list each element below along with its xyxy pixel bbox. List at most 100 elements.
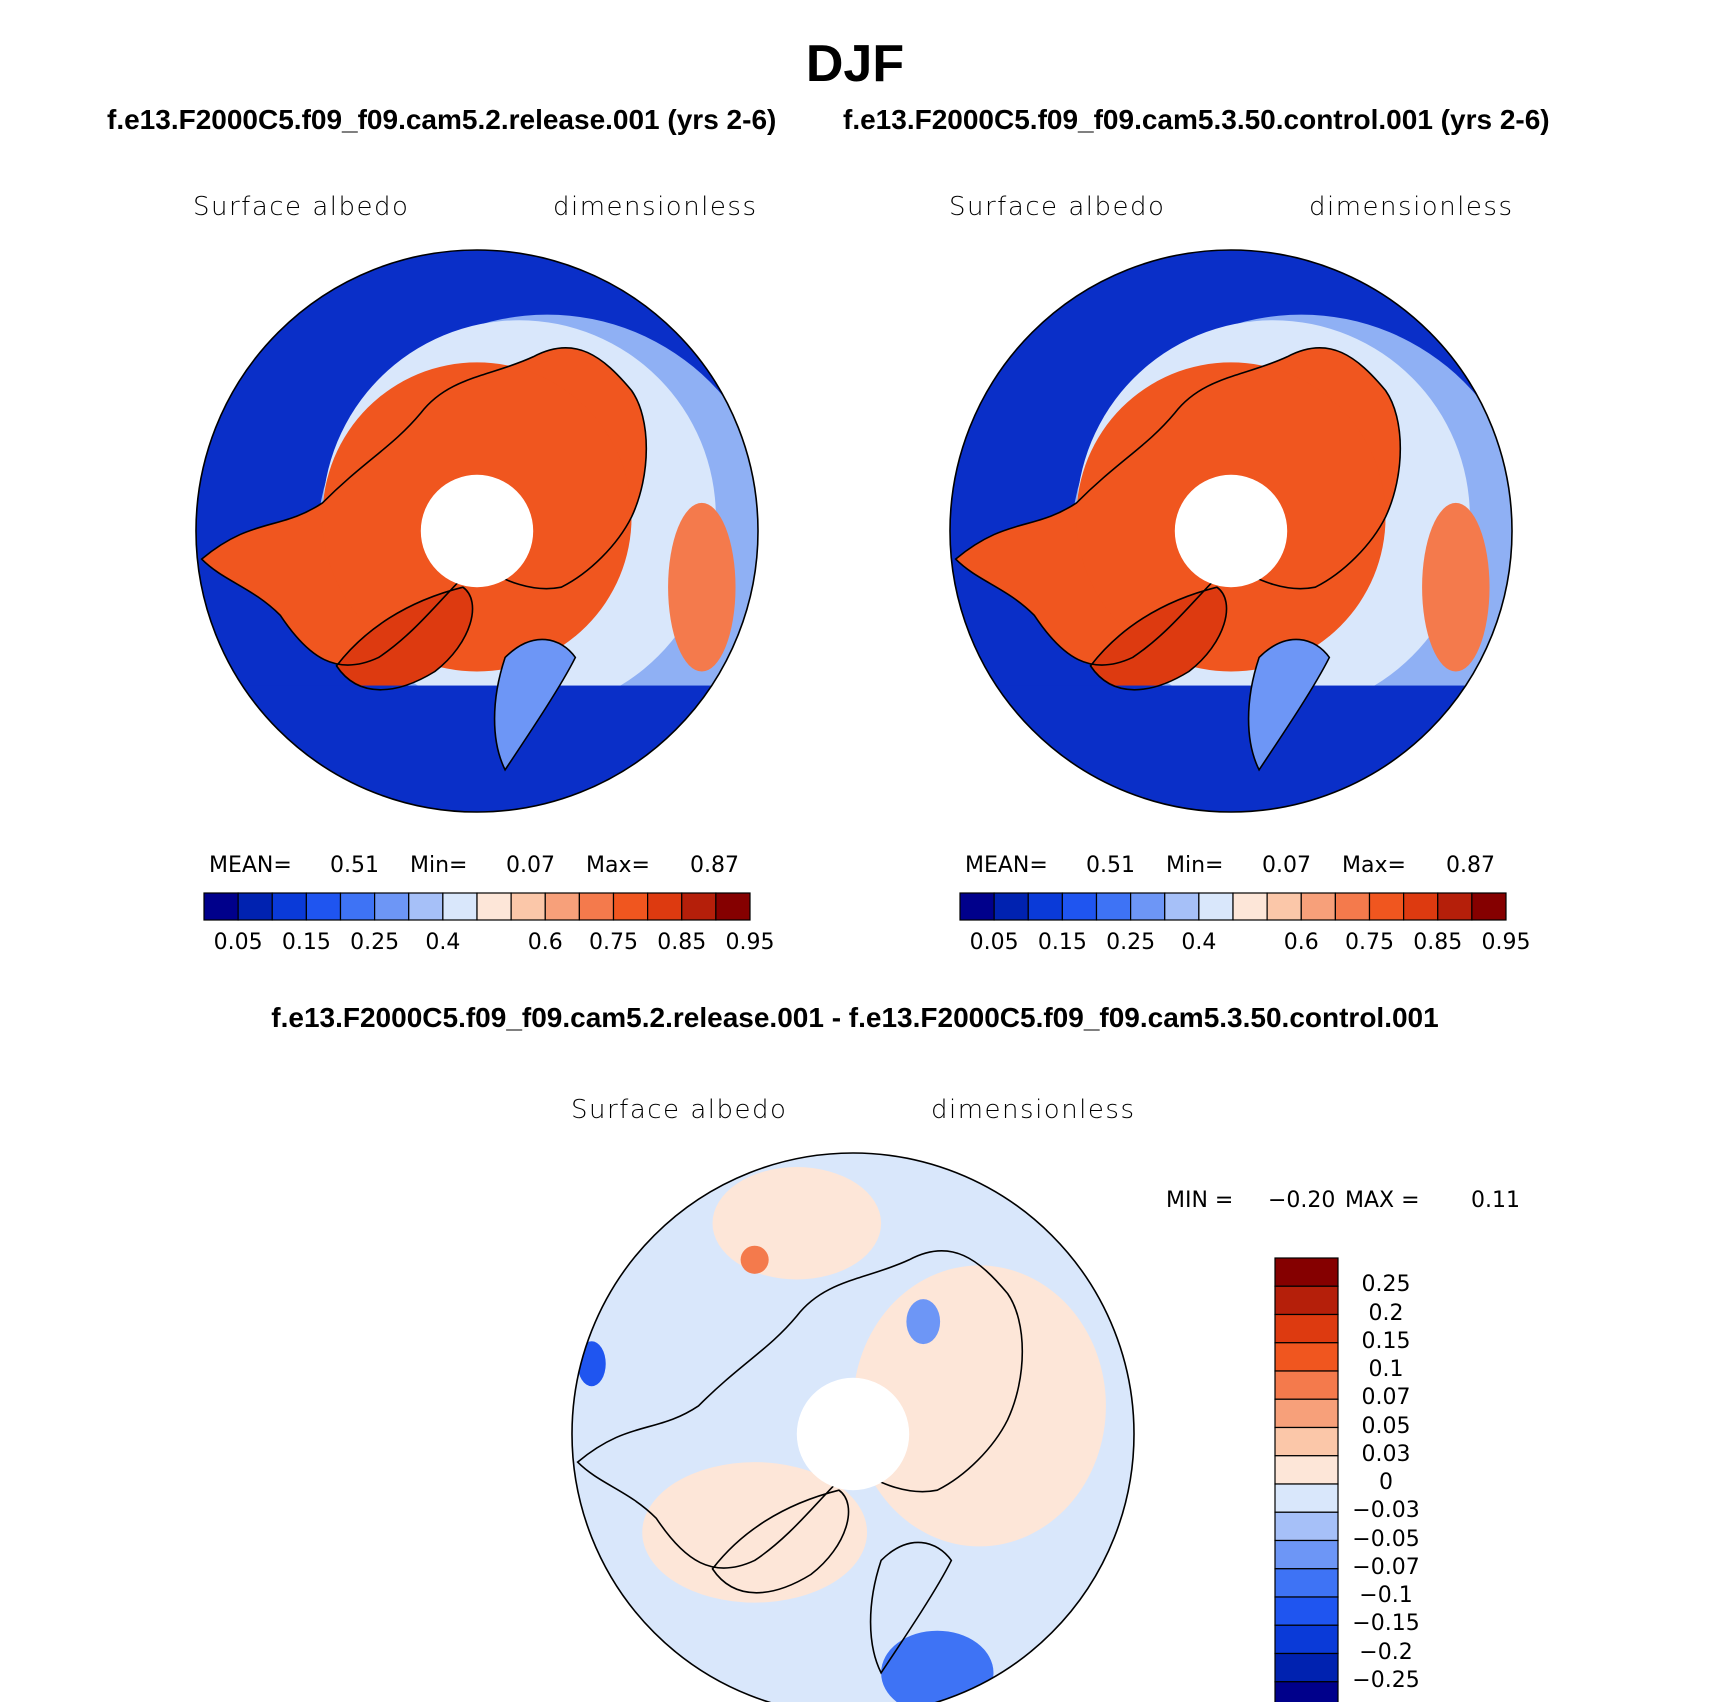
colorbar-tick-label: 0.85 [657,930,707,955]
diff-colorbar-box [1274,1681,1339,1702]
colorbar-tick-label: −0.15 [1352,1611,1420,1637]
panel1-colorbar-box [374,892,410,921]
panel1-colorbar-box [305,892,342,921]
colorbar-tick-label: 0.15 [281,930,331,955]
figure-title: DJF [805,35,905,93]
panel2-variable-label: Surface albedo [949,192,1166,222]
panel1-pole-mask [420,474,534,588]
panel1-colorbar-box [544,892,580,921]
panel2-colorbar-box [1130,892,1166,921]
panel1-colorbar-box [612,892,649,921]
diff-negative-spot-2 [577,1341,606,1387]
diff-min-value: −0.20 [1268,1188,1336,1213]
diff-colorbar-box [1274,1539,1339,1570]
panel1-max-label: Max= [586,853,650,878]
panel1-units-label: dimensionless [553,192,758,222]
panel2-units-label: dimensionless [1309,192,1514,222]
panel2-colorbar-box [1403,892,1439,921]
colorbar-tick-label: 0.05 [969,930,1019,955]
colorbar-tick-label: 0.85 [1413,930,1463,955]
panel1-colorbar-box [715,892,751,921]
panel1-colorbar-box [203,892,239,921]
panel2-colorbar-box [1232,892,1268,921]
colorbar-tick-label: 0.75 [589,930,638,955]
diff-colorbar-box [1274,1596,1339,1626]
colorbar-tick-label: −0.05 [1352,1526,1420,1552]
diff-positive-region-3 [712,1167,882,1280]
diff-colorbar-box [1274,1652,1339,1683]
panel2-mean-value: 0.51 [1086,853,1135,878]
diff-units-label: dimensionless [931,1095,1136,1125]
panel1-variable-label: Surface albedo [193,192,410,222]
colorbar-tick-label: 0.05 [1361,1413,1411,1439]
colorbar-tick-label: −0.03 [1352,1498,1420,1524]
panel1-min-label: Min= [410,853,468,878]
panel1-colorbar-box [339,892,376,921]
colorbar-tick-label: −0.2 [1359,1639,1413,1665]
diff-max-label: MAX = [1345,1188,1420,1213]
panel2-colorbar-box [1266,892,1302,921]
panel1-mean-label: MEAN= [209,853,292,878]
diff-positive-region-2 [642,1462,868,1603]
diff-colorbar-box [1274,1257,1339,1287]
colorbar-tick-label: 0.95 [1481,930,1531,955]
diff-variable-label: Surface albedo [571,1095,788,1125]
panel2-colorbar-box [1437,892,1473,921]
diff-colorbar-box [1274,1398,1339,1429]
panel2-max-label: Max= [1342,853,1406,878]
panel2-coastline [954,347,1402,666]
panel1-europe-coast [493,638,577,772]
panel1-colorbar-box [681,892,717,921]
panel1-min-value: 0.07 [506,853,555,878]
colorbar-tick-label: 0.75 [1345,930,1394,955]
colorbar-tick-label: 0.6 [527,930,563,955]
panel2-colorbar-box [959,892,995,921]
diff-min-label: MIN = [1166,1188,1234,1213]
panel2-colorbar-box [1164,892,1200,921]
colorbar-tick-label: 0.4 [1181,930,1217,955]
colorbar-tick-label: 0.25 [350,930,400,955]
panel1-max-value: 0.87 [690,853,739,878]
panel1-mean-value: 0.51 [330,853,379,878]
panel2-greenland [1090,587,1227,690]
diff-colorbar-box [1274,1342,1339,1372]
panel1-colorbar-box [271,892,307,921]
panel2-colorbar-box [1095,892,1132,921]
panel2-max-value: 0.87 [1446,853,1495,878]
panel2-europe-coast [1247,638,1331,772]
panel1-colorbar-box [647,892,683,921]
colorbar-tick-label: 0.4 [425,930,461,955]
panel2-colorbar-box [1061,892,1098,921]
panel1-siberia-snow [668,502,736,672]
panel2-siberia-snow [1422,502,1490,672]
colorbar-tick-label: −0.1 [1359,1583,1413,1608]
panel2-colorbar-box [1027,892,1063,921]
diff-colorbar-box [1274,1568,1339,1598]
colorbar-tick-label: 0.03 [1361,1441,1411,1467]
panel1-greenland-coast [335,586,474,691]
panel1-colorbar-box [408,892,444,921]
colorbar-tick-label: 0.1 [1368,1357,1404,1382]
panel1-coastline [200,347,648,666]
diff-colorbar-box [1274,1624,1339,1655]
diff-coastline [576,1250,1024,1569]
panel2-colorbar-box [1471,892,1507,921]
panel2-colorbar-box [1368,892,1405,921]
panel1-map-border [195,249,759,813]
diff-colorbar-box [1274,1370,1339,1400]
colorbar-tick-label: 0.07 [1361,1385,1411,1411]
panel2-colorbar-box [993,892,1029,921]
panel2-colorbar-box [1334,892,1371,921]
panel2-mean-label: MEAN= [965,853,1048,878]
colorbar-tick-label: −0.07 [1352,1554,1420,1580]
panel1-colorbar-box [476,892,512,921]
case-title-left: f.e13.F2000C5.f09_f09.cam5.2.release.001… [107,104,777,135]
panel2-map-border [949,249,1513,813]
panel1-europe [494,639,576,770]
colorbar-tick-label: 0.25 [1361,1272,1411,1298]
panel2-greenland-coast [1089,586,1228,691]
panel1-colorbar-box [237,892,273,921]
panel1-colorbar-box [510,892,546,921]
diff-colorbar-box [1274,1313,1339,1344]
